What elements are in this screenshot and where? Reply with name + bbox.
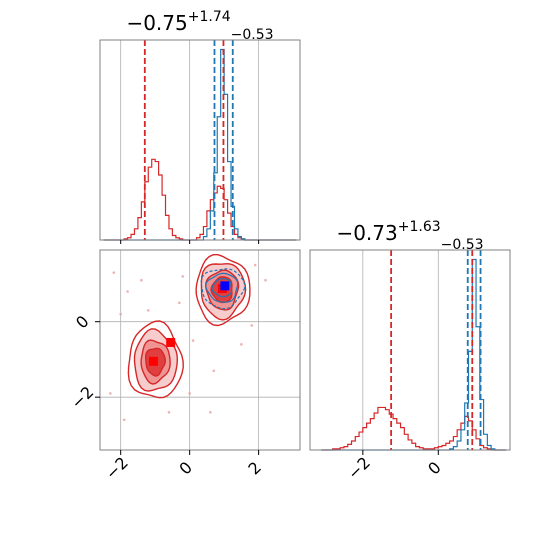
scatter-point bbox=[140, 278, 143, 282]
marginal-y-tick-label: 0 bbox=[424, 458, 445, 479]
marginal-x-ticks bbox=[120, 240, 260, 244]
joint-frame bbox=[99, 249, 301, 451]
blue-histogram bbox=[321, 258, 507, 451]
scatter-point bbox=[146, 309, 150, 312]
blue-contour bbox=[204, 272, 239, 303]
title-lower: −0.53 bbox=[441, 237, 484, 253]
joint-scatter-points bbox=[109, 263, 267, 422]
marginal-y-histograms bbox=[321, 258, 507, 451]
title-lower: −0.53 bbox=[231, 27, 274, 43]
scatter-point bbox=[167, 410, 171, 414]
scatter-point bbox=[264, 278, 267, 282]
scatter-point bbox=[109, 392, 112, 395]
scatter-point bbox=[188, 392, 191, 395]
marginal-x-frame bbox=[99, 39, 301, 241]
marginal-x-quantile-lines bbox=[143, 40, 234, 240]
marginal-x-histograms bbox=[103, 48, 297, 241]
blue-histogram bbox=[103, 48, 297, 241]
scatter-point bbox=[181, 275, 185, 278]
title-main: −0.73 bbox=[336, 221, 397, 245]
marginal-y-title: −0.73+1.63−0.53 bbox=[336, 219, 483, 253]
scatter-point bbox=[209, 410, 212, 414]
blue-contour bbox=[200, 268, 246, 310]
red-square-marker bbox=[166, 337, 176, 347]
joint-contours bbox=[127, 254, 251, 399]
marginal-y-grid bbox=[362, 250, 439, 450]
marginal-y-tick-label: −2 bbox=[344, 453, 374, 483]
blue-contour bbox=[211, 278, 233, 298]
red-histogram bbox=[103, 158, 297, 241]
marginal-y-quantile-lines bbox=[390, 250, 482, 450]
scatter-point bbox=[126, 290, 129, 293]
marginal-y-panel: −2 0 −0.73+1.63−0.53 bbox=[309, 219, 511, 483]
scatter-point bbox=[250, 324, 254, 327]
joint-x-tick-label: 2 bbox=[244, 458, 265, 479]
scatter-point bbox=[253, 263, 257, 267]
marginal-x-panel: −0.75+1.74−0.53 bbox=[99, 9, 301, 244]
scatter-point bbox=[212, 369, 216, 373]
marginal-x-title: −0.75+1.74−0.53 bbox=[126, 9, 273, 43]
marginal-x-grid bbox=[120, 40, 260, 240]
red-contour bbox=[195, 254, 251, 327]
joint-grid bbox=[100, 250, 300, 450]
scatter-point bbox=[191, 339, 195, 342]
joint-x-tick-label: 0 bbox=[175, 458, 196, 479]
red-contour bbox=[127, 320, 184, 399]
scatter-point bbox=[112, 271, 116, 274]
blue-square-marker bbox=[220, 281, 230, 291]
scatter-point bbox=[119, 312, 122, 316]
joint-panel: −2 0 2 −2 0 bbox=[67, 249, 301, 483]
joint-y-tick-label: 0 bbox=[72, 312, 93, 333]
marginal-y-frame bbox=[309, 249, 511, 451]
title-main: −0.75 bbox=[126, 11, 187, 35]
title-upper: +1.74 bbox=[188, 9, 231, 25]
scatter-point bbox=[240, 343, 243, 346]
title-upper: +1.63 bbox=[398, 219, 441, 235]
marginal-y-ticks: −2 0 bbox=[344, 450, 445, 483]
joint-markers bbox=[148, 281, 230, 366]
scatter-point bbox=[178, 301, 181, 305]
red-histogram bbox=[321, 406, 507, 451]
scatter-point bbox=[122, 418, 126, 422]
red-square-marker bbox=[148, 356, 158, 366]
joint-y-tick-label: −2 bbox=[67, 382, 97, 412]
joint-x-tick-label: −2 bbox=[102, 453, 132, 483]
